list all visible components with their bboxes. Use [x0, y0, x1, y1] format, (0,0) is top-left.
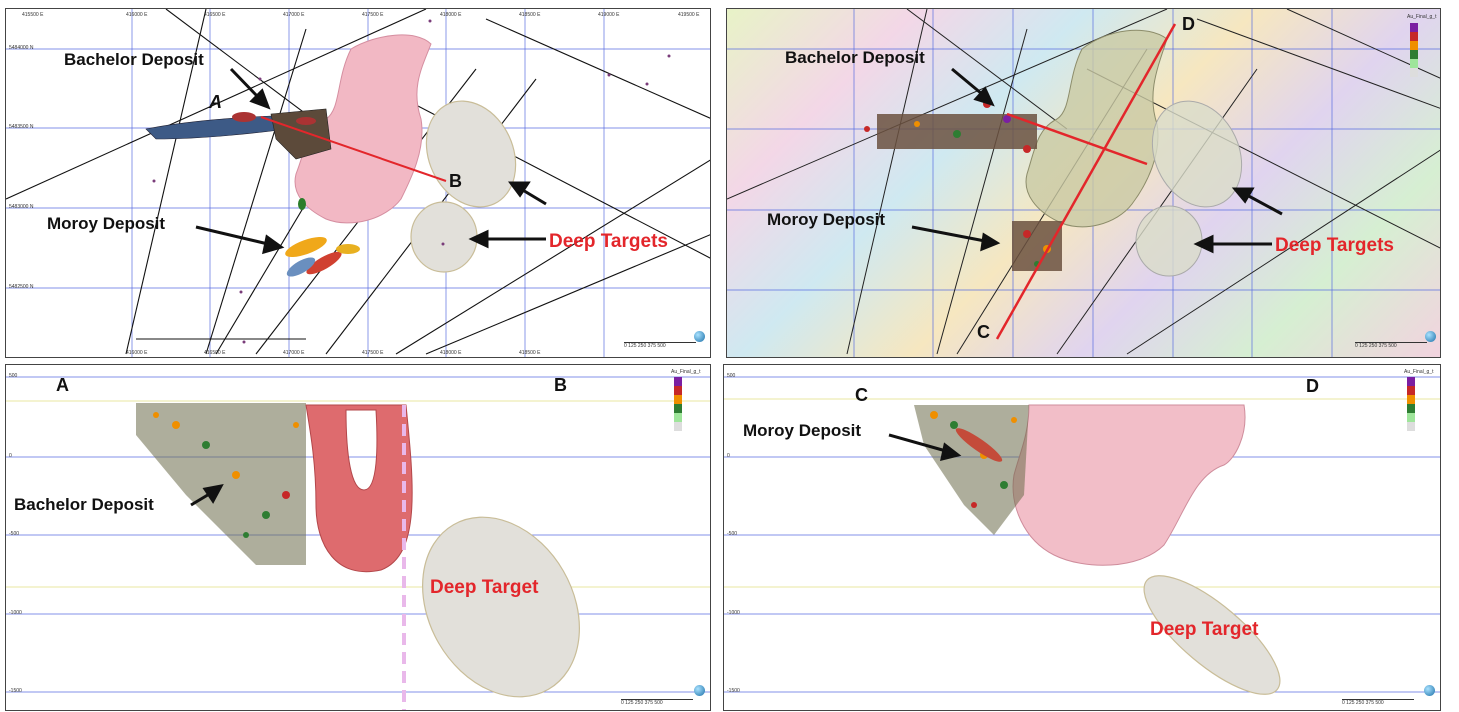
- easting-tick: 419000 E: [598, 12, 620, 18]
- deep-target-ellipse: [1143, 575, 1281, 695]
- section-cd-view: C D Moroy Deposit Deep Target 500 0 -500…: [723, 364, 1441, 711]
- easting-tick: 418500 E: [519, 350, 541, 356]
- moroy-ore-bodies: [285, 198, 360, 277]
- callout-arrows: [888, 433, 962, 462]
- elevation-tick: -500: [9, 531, 20, 537]
- northing-tick: 5483500 N: [9, 124, 34, 130]
- deep-targets-label: Deep Targets: [549, 231, 668, 252]
- deep-target-ellipse: [410, 201, 478, 273]
- scale-bar: 0 125 250 375 500: [621, 699, 693, 706]
- easting-tick: 419500 E: [678, 12, 700, 18]
- globe-icon: [694, 685, 705, 696]
- easting-tick: 417000 E: [283, 350, 305, 356]
- section-b-label: B: [554, 375, 567, 395]
- globe-icon: [1425, 331, 1436, 342]
- section-ab-graphic: [6, 376, 710, 710]
- moroy-drill-cluster: [914, 405, 1029, 535]
- section-a-label: A: [209, 92, 222, 112]
- elevation-tick: -1000: [9, 610, 22, 616]
- callout-arrows: [195, 67, 547, 255]
- plan-view-right: Bachelor Deposit Moroy Deposit Deep Targ…: [726, 8, 1441, 358]
- grade-legend: [1407, 377, 1415, 431]
- section-lines: [995, 23, 1177, 340]
- elevation-tick: -1000: [727, 610, 740, 616]
- section-c-label: C: [855, 385, 868, 405]
- drill-collars: [152, 19, 671, 344]
- deep-target-ellipse: [422, 516, 580, 698]
- elevation-tick: -1500: [9, 688, 22, 694]
- section-cd-graphic: [724, 376, 1440, 695]
- globe-icon: [694, 331, 705, 342]
- northing-tick: 5482500 N: [9, 284, 34, 290]
- section-ab-view: A B Bachelor Deposit Deep Target 500 0 -…: [5, 364, 711, 711]
- callout-arrows: [190, 483, 224, 507]
- section-b-label: B: [449, 171, 462, 191]
- bachelor-deposit-label: Bachelor Deposit: [14, 495, 154, 514]
- deep-target-ellipse: [1135, 205, 1203, 277]
- moroy-deposit-label: Moroy Deposit: [47, 214, 166, 233]
- callout-arrows: [911, 67, 1283, 254]
- elevation-tick: 500: [9, 373, 18, 379]
- plan-view-left: 415500 E 416000 E 416500 E 417000 E 4175…: [5, 8, 711, 358]
- moroy-drill-cluster: [1012, 221, 1062, 271]
- section-c-label: C: [977, 322, 990, 342]
- easting-tick: 417500 E: [362, 350, 384, 356]
- legend-title: Au_Final_g_t: [1404, 369, 1434, 375]
- pluton-body: [1025, 29, 1168, 228]
- elevation-tick: -500: [727, 531, 738, 537]
- plan-view-right-graphic: [727, 9, 1440, 357]
- easting-tick: 416500 E: [204, 12, 226, 18]
- northing-tick: 5484000 N: [9, 45, 34, 51]
- easting-tick: 418000 E: [440, 350, 462, 356]
- easting-tick: 418000 E: [440, 12, 462, 18]
- elevation-tick: 0: [727, 453, 730, 459]
- globe-icon: [1424, 685, 1435, 696]
- easting-tick: 417000 E: [283, 12, 305, 18]
- elevation-tick: 500: [727, 373, 736, 379]
- deep-target-label: Deep Target: [1150, 619, 1259, 640]
- elevation-tick: -1500: [727, 688, 740, 694]
- pluton-body: [305, 404, 413, 573]
- deep-targets-label: Deep Targets: [1275, 235, 1394, 256]
- deep-target-ellipse: [425, 100, 517, 208]
- section-a-label: A: [56, 375, 69, 395]
- legend-title: Au_Final_g_t: [1407, 14, 1437, 20]
- plan-view-left-graphic: [6, 9, 710, 357]
- section-d-label: D: [1306, 376, 1319, 396]
- section-d-label: D: [1182, 14, 1195, 34]
- scale-bar: 0 125 250 375 500: [1355, 342, 1427, 349]
- bachelor-deposit-label: Bachelor Deposit: [64, 50, 204, 69]
- moroy-deposit-label: Moroy Deposit: [743, 421, 862, 440]
- easting-tick: 416500 E: [204, 350, 226, 356]
- bachelor-drill-cluster: [864, 100, 1037, 153]
- moroy-deposit-label: Moroy Deposit: [767, 210, 886, 229]
- easting-tick: 417500 E: [362, 12, 384, 18]
- scale-bar: 0 125 250 375 500: [1342, 699, 1414, 706]
- legend-title: Au_Final_g_t: [671, 369, 701, 375]
- section-line-ab: [260, 116, 447, 182]
- northing-tick: 5483000 N: [9, 204, 34, 210]
- pluton-body: [1012, 404, 1246, 566]
- deep-target-ellipse: [1151, 100, 1243, 208]
- easting-tick: 415500 E: [22, 12, 44, 18]
- easting-tick: 416000 E: [126, 350, 148, 356]
- easting-tick: 416000 E: [126, 12, 148, 18]
- scale-bar: 0 125 250 375 500: [624, 342, 696, 349]
- easting-tick: 418500 E: [519, 12, 541, 18]
- bachelor-ore-bodies: [145, 108, 332, 160]
- bachelor-drill-cluster: [136, 403, 306, 565]
- elevation-tick: 0: [9, 453, 12, 459]
- grid-lines: [727, 9, 1440, 357]
- bachelor-deposit-label: Bachelor Deposit: [785, 48, 925, 67]
- grade-legend: [674, 377, 682, 431]
- grade-legend: [1410, 23, 1418, 77]
- deep-target-label: Deep Target: [430, 577, 539, 598]
